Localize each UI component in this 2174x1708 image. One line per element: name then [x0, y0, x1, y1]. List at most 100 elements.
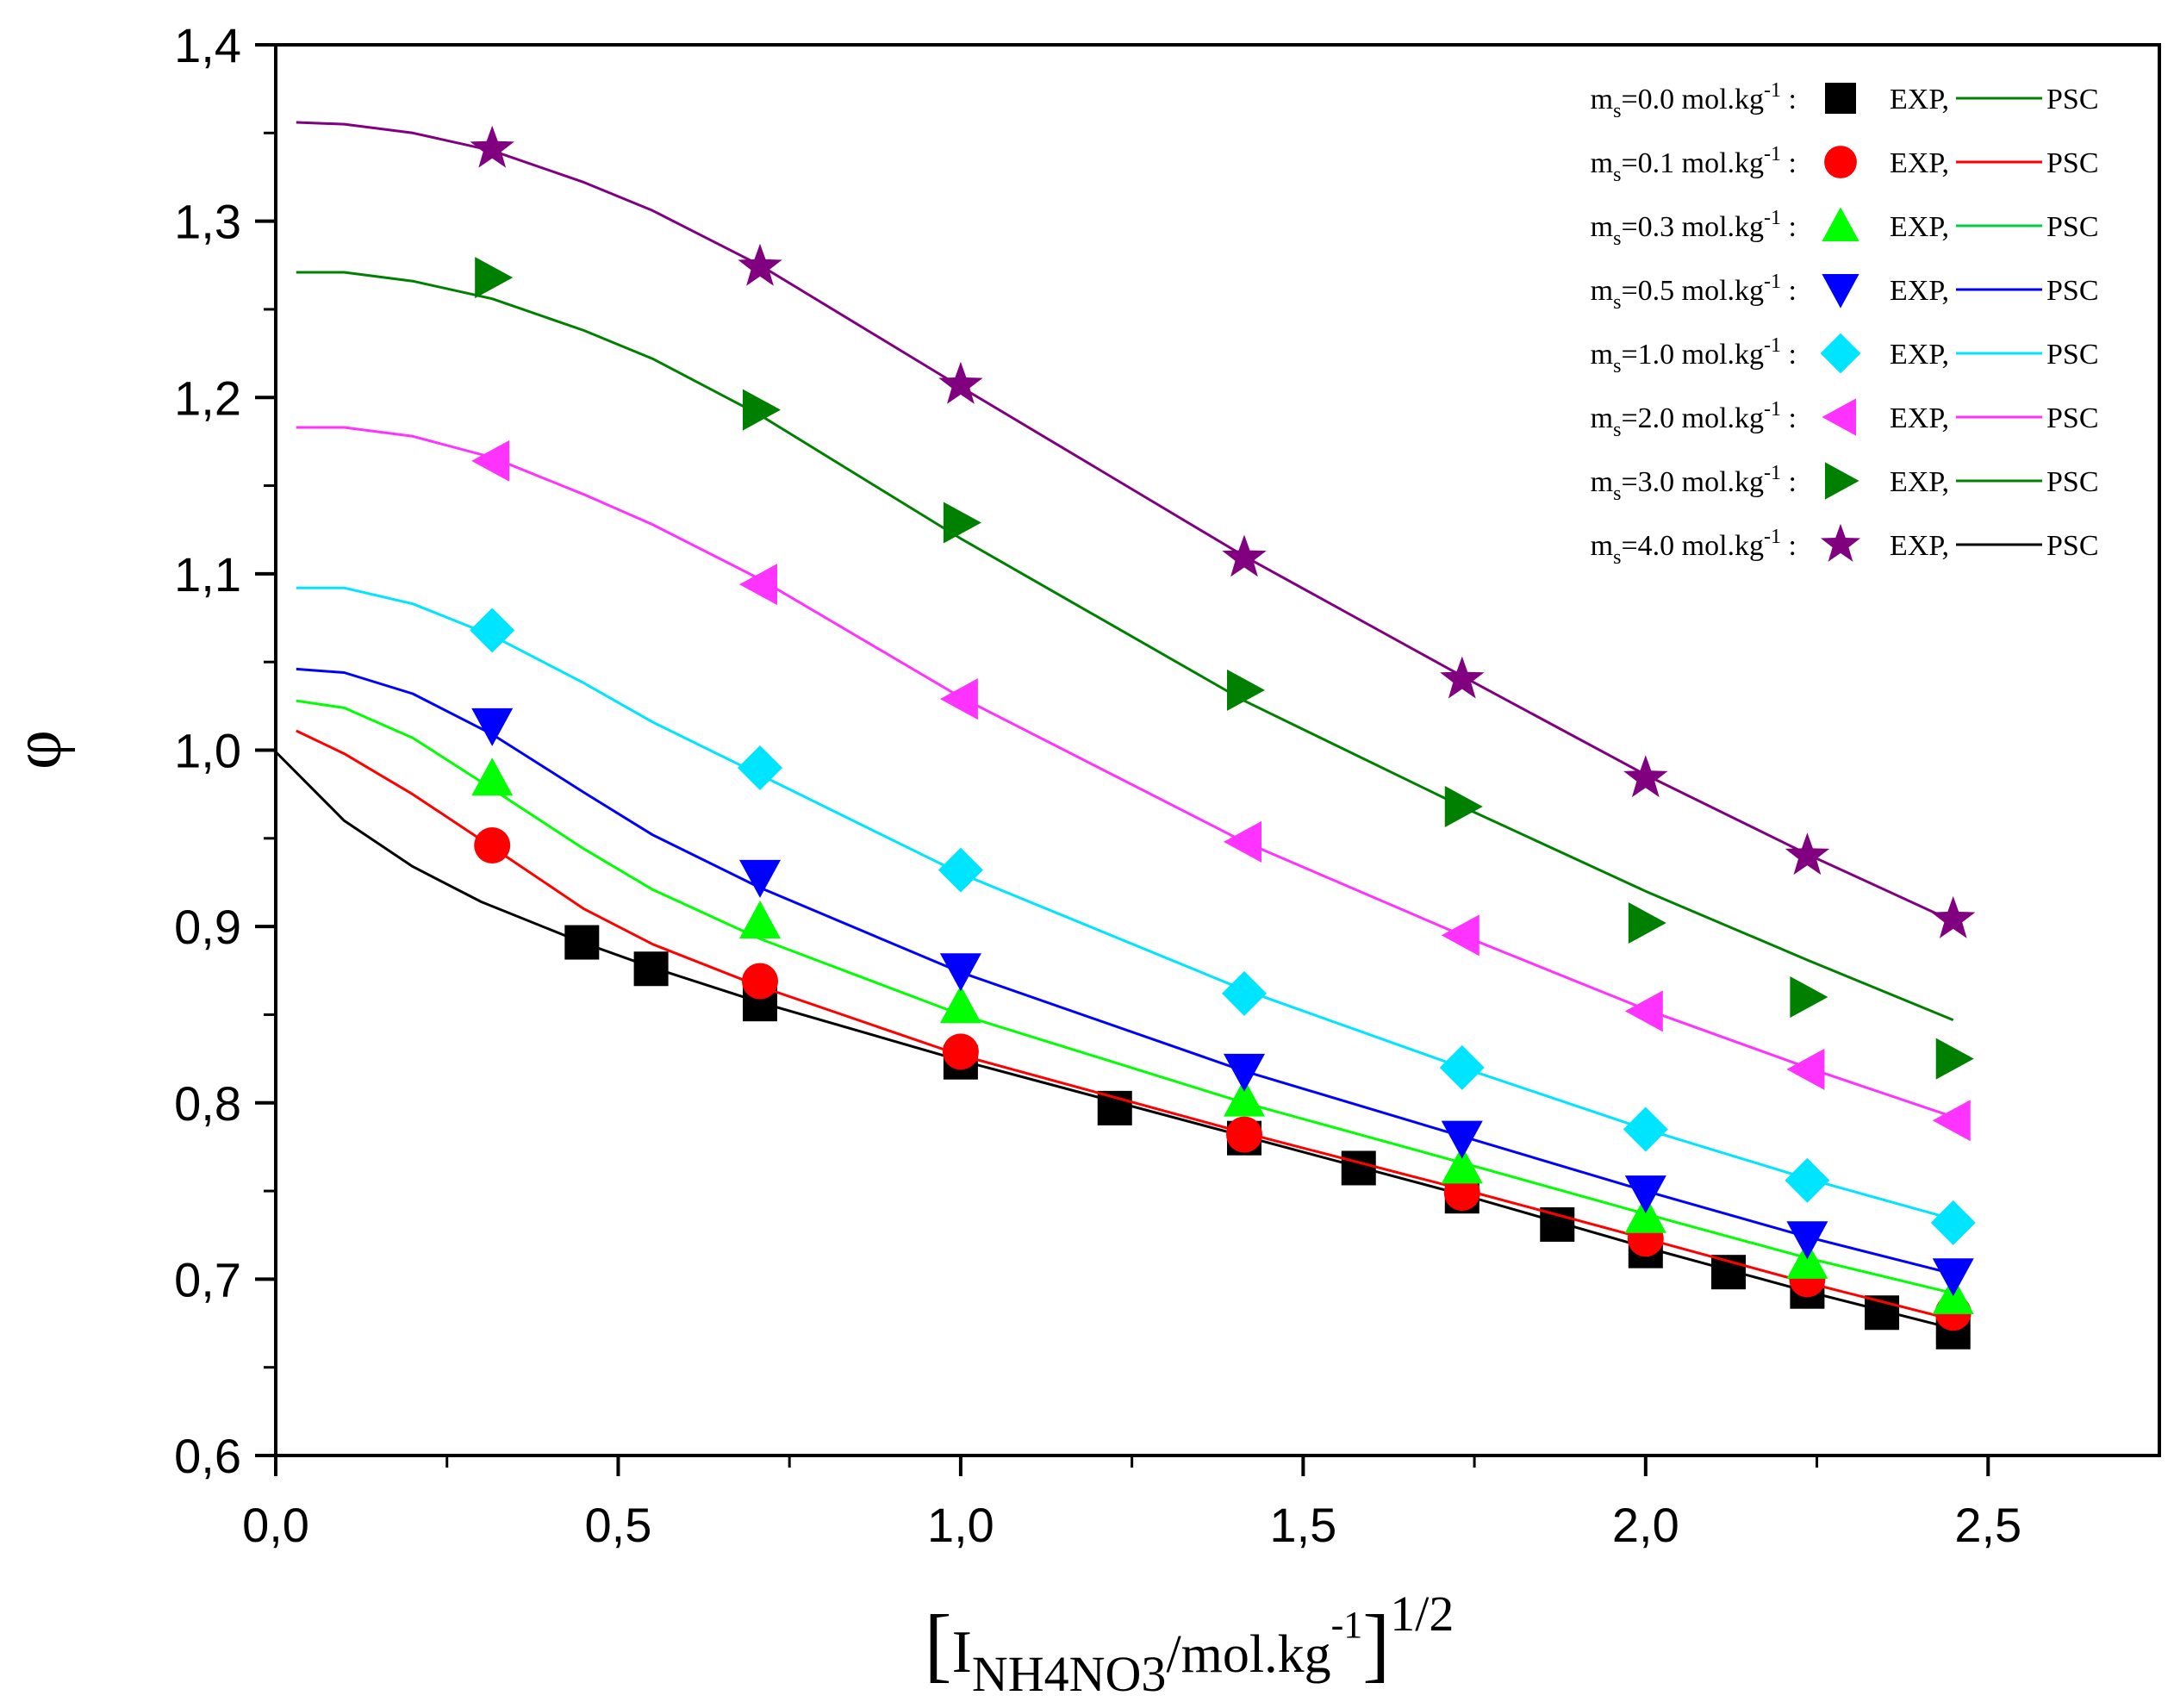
x-tick-label-0: 0,0	[242, 1498, 309, 1552]
series-2-point-5	[1624, 1194, 1666, 1233]
legend-label-5-part-0: m	[1591, 402, 1613, 434]
legend-label-1-part-0: m	[1591, 147, 1613, 179]
x-axis-title-main: I	[952, 1619, 972, 1686]
legend-label-0-part-1: s	[1613, 100, 1621, 122]
series-4-point-7	[1930, 1200, 1976, 1245]
series-6-point-7	[1935, 1038, 1974, 1080]
legend-label-6: ms=3.0 mol.kg-1 :	[1591, 462, 1797, 505]
series-6	[296, 257, 1974, 1080]
x-axis-title-sup: -1	[1331, 1604, 1363, 1646]
legend-label-7-part-4: :	[1781, 530, 1797, 562]
legend-marker-5	[1822, 398, 1856, 436]
series-4-point-3	[1222, 970, 1268, 1016]
series-0-point-1	[633, 951, 669, 987]
legend-label-5-part-4: :	[1781, 402, 1797, 434]
legend-label-2-part-1: s	[1613, 228, 1621, 250]
legend-fit-6: PSC	[2046, 466, 2099, 498]
x-axis-title: [INH4NO3/mol.kg-1]1/2	[925, 1586, 1455, 1702]
legend-label-0-part-2: =0.0 mol.kg	[1621, 84, 1764, 115]
series-5-point-7	[1932, 1100, 1971, 1142]
legend-label-3: ms=0.5 mol.kg-1 :	[1591, 271, 1797, 314]
legend-item-7: ms=4.0 mol.kg-1 : EXP, PSC	[1591, 523, 2099, 569]
y-axis-title: φ	[0, 730, 76, 770]
x-tick-label-4: 2,0	[1612, 1498, 1679, 1552]
series-6-point-2	[943, 502, 981, 544]
series-7-point-1	[738, 243, 782, 286]
x-tick-label-3: 1,5	[1269, 1498, 1336, 1552]
series-7-point-5	[1623, 755, 1668, 798]
series-3-point-1	[739, 859, 782, 898]
legend-label-2: ms=0.3 mol.kg-1 :	[1591, 207, 1797, 250]
series-5-point-5	[1624, 990, 1663, 1032]
y-tick-label-6: 1,2	[174, 371, 241, 425]
legend-label-5-part-3: -1	[1764, 398, 1781, 421]
series-3-point-7	[1932, 1258, 1974, 1297]
legend-fit-0: PSC	[2046, 84, 2099, 115]
series-5-point-2	[939, 678, 978, 720]
series-3-point-4	[1441, 1120, 1483, 1159]
legend-label-6-part-0: m	[1591, 466, 1613, 498]
legend-fit-2: PSC	[2046, 211, 2099, 243]
y-tick-label-8: 1,4	[174, 18, 241, 72]
series-1-point-1	[742, 963, 779, 1000]
legend-exp-3: EXP,	[1890, 275, 1949, 307]
series-7-point-0	[470, 125, 514, 168]
series-2-point-3	[1224, 1078, 1266, 1117]
legend-marker-0	[1825, 83, 1856, 114]
legend-item-3: ms=0.5 mol.kg-1 : EXP, PSC	[1591, 271, 2099, 314]
legend-label-0-part-4: :	[1781, 84, 1797, 115]
series-7-point-4	[1440, 656, 1485, 699]
series-5	[296, 426, 1971, 1142]
series-5-point-0	[471, 439, 510, 482]
y-tick-label-1: 0,7	[174, 1252, 241, 1306]
axes-layer: 0,0 0,5 1,0 1,5 2,0 2,5 0,6 0,7 0,8 0,9 1,0 1,1 1,2 1…	[174, 18, 2021, 1552]
legend-label-7-part-3: -1	[1764, 526, 1781, 548]
series-6-point-6	[1790, 976, 1828, 1018]
legend-marker-3	[1822, 274, 1859, 309]
legend-label-7-part-2: =4.0 mol.kg	[1621, 530, 1764, 562]
legend-label-1-part-4: :	[1781, 147, 1797, 179]
legend-label-4-part-0: m	[1591, 339, 1613, 371]
legend-item-5: ms=2.0 mol.kg-1 : EXP, PSC	[1591, 398, 2099, 441]
y-tick-label-3: 0,9	[174, 900, 241, 954]
series-1-point-2	[942, 1033, 979, 1070]
series-7-point-2	[938, 361, 983, 404]
x-axis-title-exp: 1/2	[1390, 1586, 1454, 1642]
legend-label-7: ms=4.0 mol.kg-1 :	[1591, 526, 1797, 569]
legend-exp-6: EXP,	[1890, 466, 1949, 498]
series-7-point-6	[1785, 832, 1830, 876]
series-3	[296, 667, 1974, 1297]
legend-exp-4: EXP,	[1890, 339, 1949, 371]
legend-exp-1: EXP,	[1890, 147, 1949, 179]
y-tick-label-5: 1,1	[174, 547, 241, 602]
x-axis-title-bracket-open: [	[925, 1598, 952, 1690]
legend-label-4-part-2: =1.0 mol.kg	[1621, 339, 1764, 371]
legend-label-6-part-1: s	[1613, 483, 1621, 505]
series-2-point-4	[1441, 1145, 1483, 1184]
series-5-point-6	[1786, 1048, 1825, 1090]
series-3-point-3	[1224, 1053, 1266, 1092]
legend-marker-2	[1822, 207, 1859, 241]
legend-item-4: ms=1.0 mol.kg-1 : EXP, PSC	[1591, 333, 2099, 377]
legend-label-5: ms=2.0 mol.kg-1 :	[1591, 398, 1797, 441]
series-6-point-3	[1227, 669, 1266, 711]
legend-marker-4	[1820, 333, 1861, 374]
series-2-point-0	[471, 757, 514, 796]
series-4-point-1	[738, 745, 783, 790]
legend-label-3-part-1: s	[1613, 291, 1621, 314]
series-4-point-2	[937, 847, 983, 893]
y-tick-label-7: 1,3	[174, 195, 241, 249]
series-4-point-4	[1439, 1044, 1485, 1090]
legend-exp-2: EXP,	[1890, 211, 1949, 243]
series-3-point-2	[939, 953, 981, 992]
legend-exp-0: EXP,	[1890, 84, 1949, 115]
legend-marker-6	[1825, 462, 1859, 500]
legend-label-6-part-4: :	[1781, 466, 1797, 498]
legend-label-6-part-2: =3.0 mol.kg	[1621, 466, 1764, 498]
series-4	[296, 586, 1976, 1245]
series-7-point-7	[1931, 895, 1976, 938]
legend-exp-5: EXP,	[1890, 402, 1949, 434]
